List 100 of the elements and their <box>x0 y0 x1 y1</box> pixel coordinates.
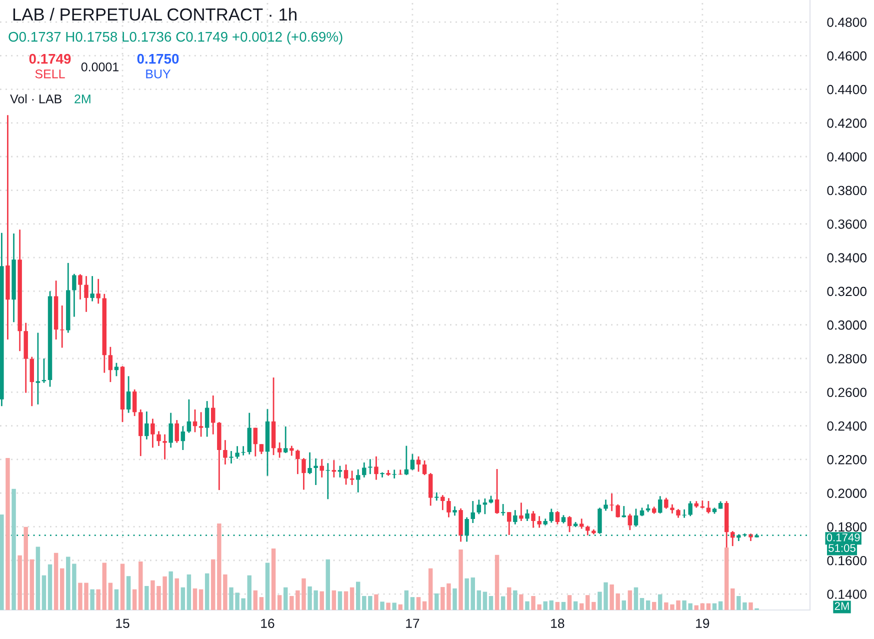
bar <box>488 596 494 610</box>
text: O0.1737 H0.1758 L0.1736 C0.1749 +0.0012 (+0.69%) <box>8 32 342 44</box>
candlestick <box>688 500 692 517</box>
candlestick <box>374 456 378 480</box>
bar <box>398 604 402 610</box>
candlestick <box>507 511 512 536</box>
bar <box>60 568 64 610</box>
bar <box>6 458 10 610</box>
bar <box>652 602 656 610</box>
candlestick <box>604 498 608 512</box>
candlestick <box>296 448 300 475</box>
candlestick <box>628 513 632 531</box>
bar <box>718 601 723 610</box>
y-tick-label: 0.3000 <box>827 320 867 330</box>
bar <box>525 601 530 610</box>
candlestick <box>670 504 674 514</box>
bar <box>247 575 252 610</box>
candlestick <box>72 273 76 318</box>
bar <box>580 603 584 610</box>
y-tick-label: 0.4600 <box>827 51 867 61</box>
bar <box>386 602 390 610</box>
candlestick <box>404 445 409 476</box>
bar <box>192 588 198 610</box>
bar <box>507 587 512 610</box>
candlestick <box>144 410 149 440</box>
bar <box>404 590 409 610</box>
x-tick-label: 15 <box>116 618 130 628</box>
y-tick-label: 0.2200 <box>827 455 867 464</box>
candlestick <box>229 450 234 464</box>
bar <box>320 591 324 610</box>
bar <box>712 603 717 610</box>
bar <box>253 590 258 610</box>
candlestick <box>428 472 433 506</box>
candlestick <box>186 398 192 434</box>
bar <box>265 562 270 610</box>
bar <box>482 592 488 610</box>
candlestick <box>658 495 662 514</box>
candlestick <box>204 400 210 438</box>
candlestick <box>211 394 216 436</box>
candlestick <box>476 498 482 515</box>
candlestick <box>84 275 88 313</box>
bar <box>138 562 143 610</box>
bar <box>211 559 216 610</box>
candlestick <box>162 434 167 460</box>
bar <box>500 596 506 610</box>
bar <box>198 589 204 610</box>
candlestick <box>253 427 258 458</box>
bar <box>622 600 626 610</box>
candlestick <box>494 468 500 514</box>
annotation: 0.1749 <box>29 54 71 64</box>
bar <box>561 602 566 610</box>
candlestick <box>368 458 372 475</box>
bar <box>724 548 729 610</box>
candlestick <box>500 503 506 516</box>
candlestick <box>416 456 421 472</box>
candlestick <box>132 388 137 417</box>
bar <box>42 575 46 610</box>
candlestick <box>150 418 155 448</box>
candlestick <box>235 445 240 460</box>
bar <box>126 576 131 610</box>
bar <box>259 597 264 610</box>
candlestick <box>513 509 518 526</box>
candlestick <box>446 497 451 518</box>
bar <box>374 594 378 610</box>
y-tick-label: 0.4400 <box>827 84 867 94</box>
candlestick <box>537 515 542 528</box>
y-tick-label: 0.3800 <box>827 186 867 196</box>
candlestick <box>290 445 294 456</box>
y-tick-label: 0.2400 <box>827 421 867 431</box>
candlestick <box>350 470 354 486</box>
bar <box>573 601 578 610</box>
candlestick <box>223 439 228 466</box>
candlestick <box>440 494 445 511</box>
bar <box>332 590 336 610</box>
bar <box>410 597 415 610</box>
bar <box>284 587 288 610</box>
annotation: SELL <box>35 70 65 78</box>
candlestick <box>168 412 173 448</box>
candlestick <box>344 464 348 486</box>
candlestick <box>616 504 620 518</box>
candlestick <box>96 278 100 304</box>
candlestick <box>126 375 131 414</box>
bar <box>567 595 572 610</box>
annotation: 2M <box>74 94 90 104</box>
bar <box>555 602 560 610</box>
bar <box>470 577 475 610</box>
candlestick <box>531 510 536 528</box>
candlestick <box>410 453 415 471</box>
candlestick <box>277 442 282 458</box>
candlestick <box>314 458 318 486</box>
candlestick <box>525 508 530 522</box>
annotation: BUY <box>146 70 171 78</box>
candlestick <box>549 508 554 524</box>
candlestick <box>36 332 40 406</box>
bar <box>114 589 119 610</box>
candlestick <box>302 457 306 490</box>
y-tick-label: 0.4200 <box>827 118 867 128</box>
candlestick <box>706 500 711 514</box>
y-tick-label: 0.4800 <box>827 18 867 27</box>
bar <box>0 514 4 610</box>
